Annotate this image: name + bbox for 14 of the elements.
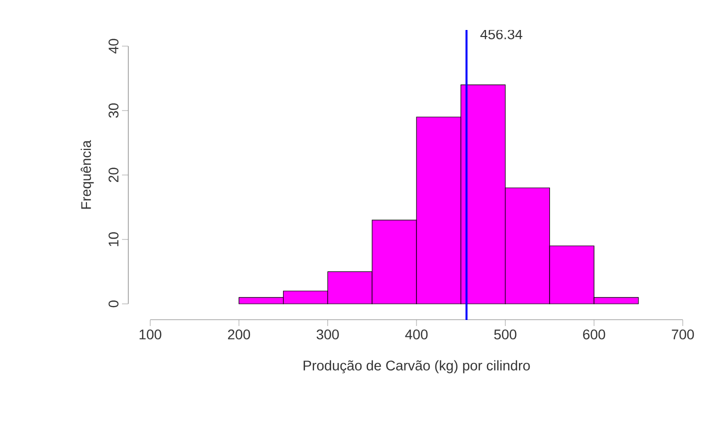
y-axis-title: Frequência bbox=[80, 140, 94, 209]
x-tick-label: 500 bbox=[494, 330, 516, 340]
y-tick-label: 0 bbox=[108, 300, 118, 308]
x-tick-label: 300 bbox=[316, 330, 339, 340]
x-tick-label: 400 bbox=[405, 330, 428, 340]
y-tick-label: 40 bbox=[108, 38, 118, 54]
y-tick-label: 10 bbox=[108, 232, 118, 246]
x-axis-title: Produção de Carvão (kg) por cilindro bbox=[304, 360, 530, 374]
x-tick-label: 700 bbox=[672, 330, 694, 340]
x-tick-label: 100 bbox=[140, 330, 162, 340]
y-tick-label: 30 bbox=[108, 103, 118, 118]
x-tick-label: 200 bbox=[228, 330, 250, 340]
y-tick-label: 20 bbox=[108, 168, 118, 182]
x-tick-label: 600 bbox=[583, 330, 606, 340]
